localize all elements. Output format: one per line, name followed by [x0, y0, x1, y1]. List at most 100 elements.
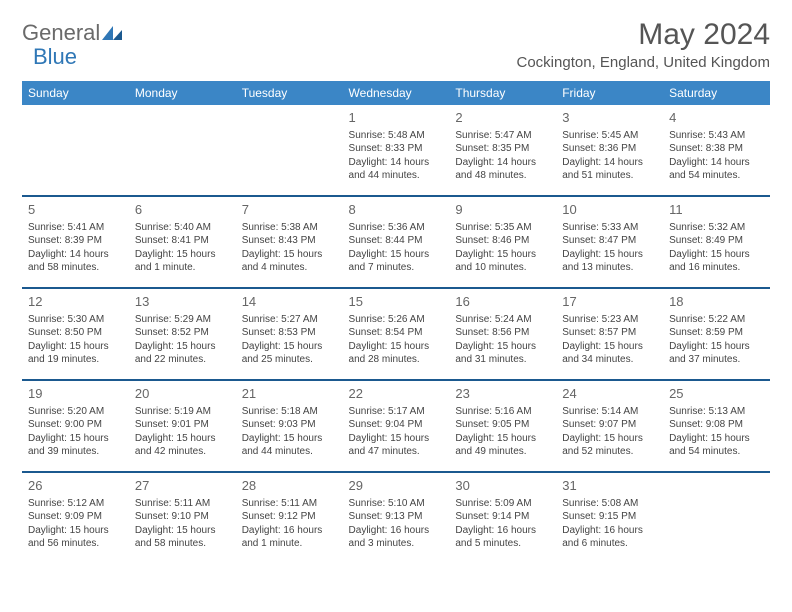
- day-info-line: Sunrise: 5:19 AM: [135, 405, 230, 419]
- day-info-line: Sunrise: 5:27 AM: [242, 313, 337, 327]
- calendar-cell: 17Sunrise: 5:23 AMSunset: 8:57 PMDayligh…: [556, 288, 663, 380]
- calendar-cell: 2Sunrise: 5:47 AMSunset: 8:35 PMDaylight…: [449, 105, 556, 196]
- day-info-line: Sunrise: 5:41 AM: [28, 221, 123, 235]
- calendar-cell: 25Sunrise: 5:13 AMSunset: 9:08 PMDayligh…: [663, 380, 770, 472]
- calendar-cell: 12 Sunrise: 5:30 AMSunset: 8:50 PMDayligh…: [22, 288, 129, 380]
- day-info-line: and 1 minute.: [135, 261, 230, 275]
- day-info-line: Sunset: 8:53 PM: [242, 326, 337, 340]
- day-number: 23: [455, 385, 550, 403]
- day-number: 21: [242, 385, 337, 403]
- day-info-line: and 5 minutes.: [455, 537, 550, 551]
- day-info-line: Sunset: 9:15 PM: [562, 510, 657, 524]
- weekday-header: Tuesday: [236, 81, 343, 105]
- calendar-cell: 23Sunrise: 5:16 AMSunset: 9:05 PMDayligh…: [449, 380, 556, 472]
- calendar-cell: 20Sunrise: 5:19 AMSunset: 9:01 PMDayligh…: [129, 380, 236, 472]
- logo-part1: General: [22, 20, 100, 46]
- day-number: 25: [669, 385, 764, 403]
- day-info-line: and 4 minutes.: [242, 261, 337, 275]
- title-block: May 2024 Cockington, England, United Kin…: [517, 18, 771, 77]
- day-number: 2: [455, 109, 550, 127]
- day-info-line: Sunset: 8:54 PM: [349, 326, 444, 340]
- day-info-line: Daylight: 14 hours: [349, 156, 444, 170]
- day-info-line: and 22 minutes.: [135, 353, 230, 367]
- day-info-line: Sunrise: 5:33 AM: [562, 221, 657, 235]
- day-info-line: Sunset: 9:08 PM: [669, 418, 764, 432]
- day-info-line: Sunrise: 5:14 AM: [562, 405, 657, 419]
- day-info-line: and 7 minutes.: [349, 261, 444, 275]
- day-info-line: Sunrise: 5:13 AM: [669, 405, 764, 419]
- day-info-line: and 28 minutes.: [349, 353, 444, 367]
- weekday-row: SundayMondayTuesdayWednesdayThursdayFrid…: [22, 81, 770, 105]
- day-number: 27: [135, 477, 230, 495]
- day-info-line: Sunset: 9:00 PM: [28, 418, 123, 432]
- day-info-line: and 44 minutes.: [349, 169, 444, 183]
- day-info-line: Daylight: 15 hours: [562, 248, 657, 262]
- weekday-header: Thursday: [449, 81, 556, 105]
- day-number: 26: [28, 477, 123, 495]
- day-info-line: and 51 minutes.: [562, 169, 657, 183]
- day-info-line: Daylight: 15 hours: [562, 432, 657, 446]
- calendar-cell: 15Sunrise: 5:26 AMSunset: 8:54 PMDayligh…: [343, 288, 450, 380]
- day-info-line: and 52 minutes.: [562, 445, 657, 459]
- calendar-cell: 3Sunrise: 5:45 AMSunset: 8:36 PMDaylight…: [556, 105, 663, 196]
- day-number: 16: [455, 293, 550, 311]
- day-number: 29: [349, 477, 444, 495]
- day-info-line: Sunrise: 5:23 AM: [562, 313, 657, 327]
- day-info-line: Daylight: 14 hours: [562, 156, 657, 170]
- day-info-line: Sunrise: 5:22 AM: [669, 313, 764, 327]
- logo-icon: [102, 20, 124, 46]
- day-info-line: and 3 minutes.: [349, 537, 444, 551]
- day-info-line: Sunset: 8:46 PM: [455, 234, 550, 248]
- day-info-line: Daylight: 15 hours: [28, 524, 123, 538]
- day-info-line: Sunset: 9:05 PM: [455, 418, 550, 432]
- day-info-line: Daylight: 15 hours: [135, 340, 230, 354]
- day-info-line: and 25 minutes.: [242, 353, 337, 367]
- day-info-line: Sunset: 9:12 PM: [242, 510, 337, 524]
- day-info-line: Sunrise: 5:16 AM: [455, 405, 550, 419]
- day-info-line: and 13 minutes.: [562, 261, 657, 275]
- day-info-line: and 37 minutes.: [669, 353, 764, 367]
- day-info-line: and 1 minute.: [242, 537, 337, 551]
- day-info-line: Sunset: 8:50 PM: [28, 326, 123, 340]
- day-info-line: Sunrise: 5:35 AM: [455, 221, 550, 235]
- day-info-line: Sunrise: 5:08 AM: [562, 497, 657, 511]
- day-info-line: Sunset: 8:36 PM: [562, 142, 657, 156]
- location-label: Cockington, England, United Kingdom: [517, 54, 771, 71]
- day-info-line: Sunset: 8:47 PM: [562, 234, 657, 248]
- day-info-line: Sunrise: 5:29 AM: [135, 313, 230, 327]
- day-info-line: and 58 minutes.: [28, 261, 123, 275]
- calendar-cell: 7Sunrise: 5:38 AMSunset: 8:43 PMDaylight…: [236, 196, 343, 288]
- day-info-line: Sunrise: 5:30 AM: [28, 313, 123, 327]
- logo-part2: Blue: [33, 44, 77, 69]
- day-info-line: Sunset: 9:04 PM: [349, 418, 444, 432]
- day-number: 11: [669, 201, 764, 219]
- day-info-line: Sunset: 8:33 PM: [349, 142, 444, 156]
- day-info-line: and 34 minutes.: [562, 353, 657, 367]
- day-info-line: Sunset: 8:43 PM: [242, 234, 337, 248]
- day-info-line: Daylight: 14 hours: [669, 156, 764, 170]
- day-number: 10: [562, 201, 657, 219]
- day-number: 12: [28, 293, 123, 311]
- calendar-cell: 21Sunrise: 5:18 AMSunset: 9:03 PMDayligh…: [236, 380, 343, 472]
- day-number: 5: [28, 201, 123, 219]
- day-info-line: Sunset: 8:39 PM: [28, 234, 123, 248]
- calendar-cell: 10 Sunrise: 5:33 AMSunset: 8:47 PMDayligh…: [556, 196, 663, 288]
- day-info-line: and 16 minutes.: [669, 261, 764, 275]
- day-info-line: Sunrise: 5:11 AM: [135, 497, 230, 511]
- day-info-line: Sunrise: 5:38 AM: [242, 221, 337, 235]
- day-number: 8: [349, 201, 444, 219]
- day-number: 22: [349, 385, 444, 403]
- calendar-cell: 19Sunrise: 5:20 AMSunset: 9:00 PMDayligh…: [22, 380, 129, 472]
- calendar-week-row: 26Sunrise: 5:12 AMSunset: 9:09 PMDayligh…: [22, 472, 770, 563]
- day-info-line: Daylight: 15 hours: [669, 248, 764, 262]
- day-number: 3: [562, 109, 657, 127]
- day-number: 28: [242, 477, 337, 495]
- day-info-line: and 47 minutes.: [349, 445, 444, 459]
- day-info-line: Daylight: 15 hours: [135, 524, 230, 538]
- day-info-line: Daylight: 15 hours: [28, 340, 123, 354]
- day-info-line: Daylight: 16 hours: [455, 524, 550, 538]
- day-info-line: Daylight: 15 hours: [669, 340, 764, 354]
- calendar-cell: 13Sunrise: 5:29 AMSunset: 8:52 PMDayligh…: [129, 288, 236, 380]
- calendar-cell: 4Sunrise: 5:43 AMSunset: 8:38 PMDaylight…: [663, 105, 770, 196]
- day-info-line: Sunset: 9:10 PM: [135, 510, 230, 524]
